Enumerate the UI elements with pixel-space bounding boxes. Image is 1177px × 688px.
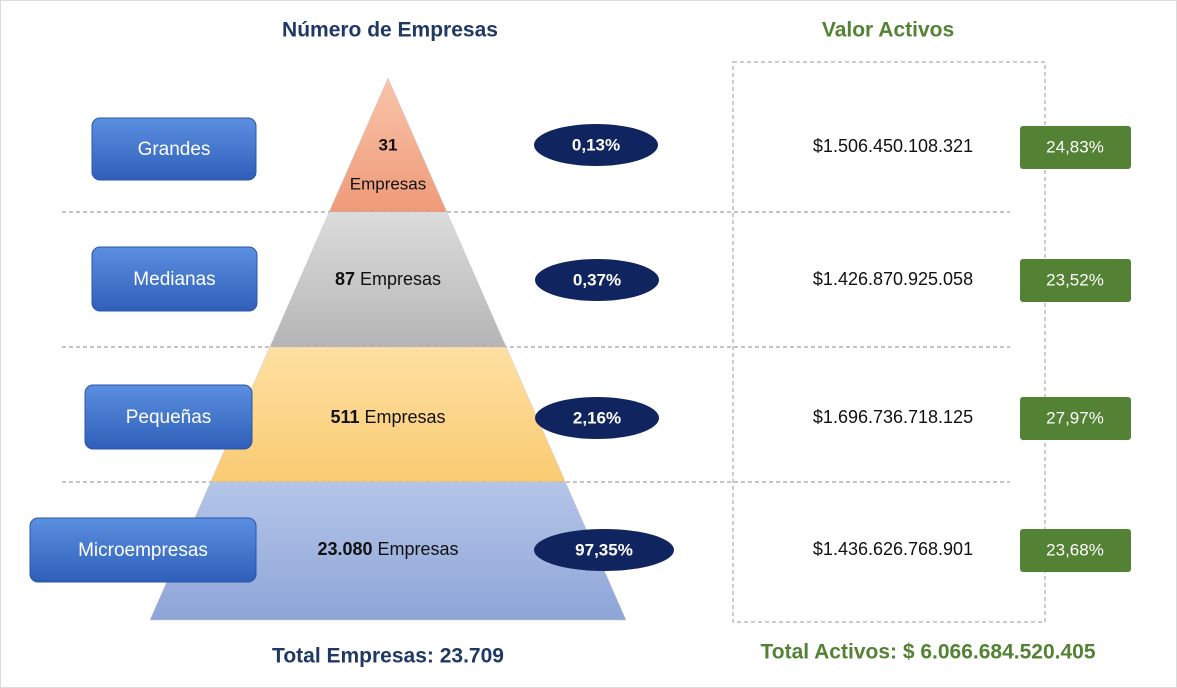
category-label: Medianas bbox=[133, 269, 215, 290]
asset-value: $1.426.870.925.058 bbox=[813, 269, 973, 289]
share-label: 2,16% bbox=[573, 408, 621, 427]
category-button bbox=[29, 517, 257, 583]
right-title: Valor Activos bbox=[822, 19, 954, 42]
category-label: Microempresas bbox=[78, 540, 208, 561]
asset-share-badge bbox=[1020, 529, 1131, 572]
share-badge bbox=[534, 529, 674, 571]
asset-share-label: 23,68% bbox=[1046, 540, 1104, 559]
category-label: Grandes bbox=[138, 139, 211, 160]
total-assets: Total Activos: $ 6.066.684.520.405 bbox=[760, 641, 1095, 664]
asset-share-badge bbox=[1020, 126, 1131, 169]
left-title: Número de Empresas bbox=[282, 19, 498, 42]
asset-value: $1.436.626.768.901 bbox=[813, 539, 973, 559]
company-unit: Empresas bbox=[365, 407, 446, 427]
company-count: 23.080 bbox=[317, 539, 372, 559]
share-badge bbox=[535, 397, 659, 439]
asset-value: $1.506.450.108.321 bbox=[813, 136, 973, 156]
share-badge bbox=[535, 259, 659, 301]
asset-share-badge bbox=[1020, 259, 1131, 302]
category-button bbox=[84, 384, 253, 450]
company-count-line: 511 Empresas bbox=[330, 407, 445, 427]
company-count: 31 bbox=[379, 135, 398, 154]
share-badge bbox=[534, 124, 658, 166]
company-count-line: 23.080 Empresas bbox=[317, 539, 458, 559]
share-label: 97,35% bbox=[575, 540, 633, 559]
asset-share-badge bbox=[1020, 397, 1131, 440]
share-label: 0,37% bbox=[573, 270, 621, 289]
category-label: Pequeñas bbox=[126, 407, 212, 428]
asset-share-label: 23,52% bbox=[1046, 270, 1104, 289]
company-unit: Empresas bbox=[360, 269, 441, 289]
company-unit: Empresas bbox=[350, 174, 427, 193]
total-companies: Total Empresas: 23.709 bbox=[272, 645, 504, 668]
company-count: 511 bbox=[330, 407, 359, 427]
company-count: 87 bbox=[335, 269, 355, 289]
asset-share-label: 24,83% bbox=[1046, 137, 1104, 156]
asset-value: $1.696.736.718.125 bbox=[813, 407, 973, 427]
company-unit: Empresas bbox=[378, 539, 459, 559]
company-count-line: 87 Empresas bbox=[335, 269, 441, 289]
category-button bbox=[91, 246, 258, 312]
share-label: 0,13% bbox=[572, 135, 620, 154]
asset-share-label: 27,97% bbox=[1046, 408, 1104, 427]
assets-box bbox=[732, 61, 1046, 623]
category-button bbox=[91, 117, 257, 181]
